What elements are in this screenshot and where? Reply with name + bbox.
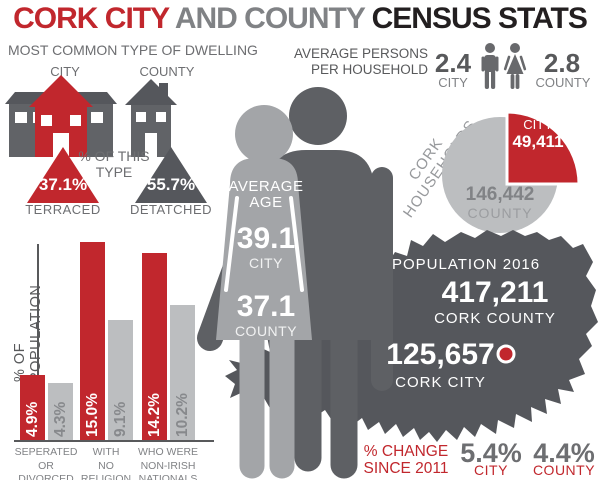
avg-age-city-value: 39.1 [236,222,296,255]
bar-city-non-irish: 14.2% [142,253,167,440]
pie-county-label: COUNTY [467,205,533,221]
detatched-pct: 55.7% [146,175,196,194]
population-city-label: CORK CITY [395,374,486,391]
avg-age-county-label: COUNTY [234,323,298,339]
terraced-pct: 37.1% [38,175,88,194]
household-size-heading: AVERAGE PERSONS PER HOUSEHOLD [293,46,428,77]
man-icon [481,43,499,89]
dwelling-triangles [27,147,207,203]
population-heading: POPULATION 2016 [392,256,541,273]
change-city-value: 5.4% [460,438,522,468]
bar-city-no-religion: 15.0% [80,242,105,440]
pie-city-label: CITY [523,117,553,132]
change-county-label: COUNTY [532,462,596,478]
category-separated: SEPERATED OR DIVORCED [14,446,78,480]
woman-icon [503,43,527,89]
dwelling-city-label: CITY [50,64,80,79]
change-city-label: CITY [474,462,508,478]
title-cork-city: CORK CITY [13,2,169,35]
avg-age-county-value: 37.1 [236,290,296,323]
population-city-value: 125,657 [386,338,495,371]
title-and-county: AND COUNTY [174,2,365,35]
population-county-label: CORK COUNTY [434,310,556,327]
pie-county-value: 146,442 [465,184,535,205]
terraced-label: TERRACED [25,202,101,217]
dwelling-note: % OF THIS TYPE [78,148,150,181]
change-county-value: 4.4% [533,438,595,468]
avg-age-city-label: CITY [249,255,283,271]
detatched-label: DETATCHED [129,202,213,217]
bar-county-no-religion: 9.1% [108,320,133,440]
hh-city-value: 2.4 [434,48,472,78]
people-figures [197,87,393,479]
cork-city-dot-icon [496,344,516,364]
population-county-value: 417,211 [441,276,549,309]
bar-city-separated: 4.9% [20,375,45,440]
dwelling-heading: MOST COMMON TYPE OF DWELLING [8,42,258,58]
bar-chart-x-axis-line [14,440,214,442]
county-triangle-icon [135,147,207,203]
avg-age-heading-2: AGE [249,194,283,211]
bar-chart-y-axis-line [37,244,39,380]
title-census-stats: CENSUS STATS [371,2,588,35]
avg-age-heading-1: AVERAGE [228,178,304,195]
pie-city-value: 49,411 [512,132,564,151]
bar-county-separated: 4.3% [48,383,73,440]
hh-city-label: CITY [438,75,468,90]
hh-county-label: COUNTY [535,75,591,90]
category-non-irish: WHO WERE NON-IRISH NATIONALS [137,446,199,480]
change-heading: % CHANGE SINCE 2011 [363,443,449,478]
bar-chart-y-axis-label: % OF POPULATION [12,284,44,382]
dwelling-county-label: COUNTY [139,64,195,79]
pie-city-slice [505,110,581,186]
category-no-religion: WITH NO RELIGION [80,446,132,480]
bar-county-non-irish: 10.2% [170,305,195,440]
city-triangle-icon [27,147,99,203]
woman-figure-icon [216,105,312,479]
hh-county-value: 2.8 [543,48,581,78]
page-title: CORK CITY AND COUNTY CENSUS STATS [0,2,600,36]
houses-icon [5,75,177,157]
